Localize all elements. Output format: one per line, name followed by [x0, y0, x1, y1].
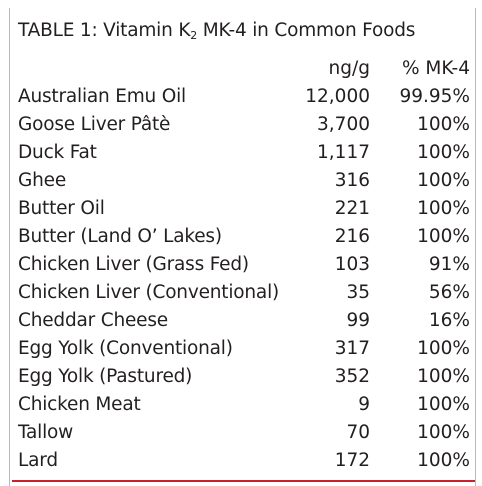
- ng-value-cell: 12,000: [305, 86, 370, 107]
- table-row: Lard 172 100%: [18, 449, 470, 477]
- ng-value-cell: 1,117: [317, 142, 370, 163]
- pct-value-cell: 56%: [428, 282, 470, 303]
- pct-value-cell: 16%: [428, 310, 470, 331]
- food-name-cell: Chicken Liver (Grass Fed): [18, 254, 249, 275]
- ng-value-cell: 3,700: [317, 114, 370, 135]
- table-row: Chicken Liver (Conventional) 35 56%: [18, 281, 470, 309]
- column-header-ng: ng/g: [328, 58, 370, 79]
- table-row: Tallow 70 100%: [18, 421, 470, 449]
- pct-value-cell: 100%: [417, 422, 470, 443]
- pct-value-cell: 91%: [428, 254, 470, 275]
- table-row: Goose Liver Pâtè 3,700 100%: [18, 113, 470, 141]
- ng-value-cell: 103: [334, 254, 370, 275]
- ng-value-cell: 317: [334, 338, 370, 359]
- table-title: TABLE 1: Vitamin K2 MK-4 in Common Foods: [18, 20, 415, 42]
- pct-value-cell: 100%: [417, 450, 470, 471]
- pct-value-cell: 100%: [417, 170, 470, 191]
- table-row: Butter Oil 221 100%: [18, 197, 470, 225]
- table-row: Ghee 316 100%: [18, 169, 470, 197]
- bottom-rule: [12, 480, 475, 482]
- pct-value-cell: 100%: [417, 366, 470, 387]
- ng-value-cell: 172: [334, 450, 370, 471]
- food-name-cell: Egg Yolk (Pastured): [18, 366, 193, 387]
- title-subscript: 2: [190, 29, 198, 42]
- pct-value-cell: 100%: [417, 226, 470, 247]
- pct-value-cell: 100%: [417, 394, 470, 415]
- food-name-cell: Tallow: [18, 422, 74, 443]
- table-frame: [9, 8, 476, 486]
- title-prefix: TABLE 1: Vitamin K: [18, 20, 191, 41]
- food-name-cell: Ghee: [18, 170, 67, 191]
- table-row: Cheddar Cheese 99 16%: [18, 309, 470, 337]
- table-row: Australian Emu Oil 12,000 99.95%: [18, 85, 470, 113]
- ng-value-cell: 352: [334, 366, 370, 387]
- food-name-cell: Chicken Liver (Conventional): [18, 282, 280, 303]
- pct-value-cell: 100%: [417, 142, 470, 163]
- table-row: Butter (Land O’ Lakes) 216 100%: [18, 225, 470, 253]
- column-header-pct: % MK-4: [401, 58, 470, 79]
- pct-value-cell: 100%: [417, 114, 470, 135]
- table-body: Australian Emu Oil 12,000 99.95% Goose Live…: [18, 85, 470, 477]
- table-row: Egg Yolk (Conventional) 317 100%: [18, 337, 470, 365]
- food-name-cell: Duck Fat: [18, 142, 97, 163]
- pct-value-cell: 100%: [417, 338, 470, 359]
- food-name-cell: Australian Emu Oil: [18, 86, 186, 107]
- ng-value-cell: 216: [334, 226, 370, 247]
- ng-value-cell: 316: [334, 170, 370, 191]
- food-name-cell: Butter Oil: [18, 198, 105, 219]
- food-name-cell: Egg Yolk (Conventional): [18, 338, 233, 359]
- table-row: Chicken Meat 9 100%: [18, 393, 470, 421]
- ng-value-cell: 221: [334, 198, 370, 219]
- food-name-cell: Lard: [18, 450, 58, 471]
- pct-value-cell: 99.95%: [399, 86, 470, 107]
- title-suffix: MK-4 in Common Foods: [197, 20, 416, 41]
- table-row: Chicken Liver (Grass Fed) 103 91%: [18, 253, 470, 281]
- food-name-cell: Butter (Land O’ Lakes): [18, 226, 222, 247]
- food-name-cell: Goose Liver Pâtè: [18, 114, 171, 135]
- pct-value-cell: 100%: [417, 198, 470, 219]
- food-name-cell: Chicken Meat: [18, 394, 141, 415]
- ng-value-cell: 70: [346, 422, 370, 443]
- ng-value-cell: 99: [346, 310, 370, 331]
- table-row: Duck Fat 1,117 100%: [18, 141, 470, 169]
- ng-value-cell: 9: [358, 394, 370, 415]
- ng-value-cell: 35: [346, 282, 370, 303]
- food-name-cell: Cheddar Cheese: [18, 310, 168, 331]
- table-row: Egg Yolk (Pastured) 352 100%: [18, 365, 470, 393]
